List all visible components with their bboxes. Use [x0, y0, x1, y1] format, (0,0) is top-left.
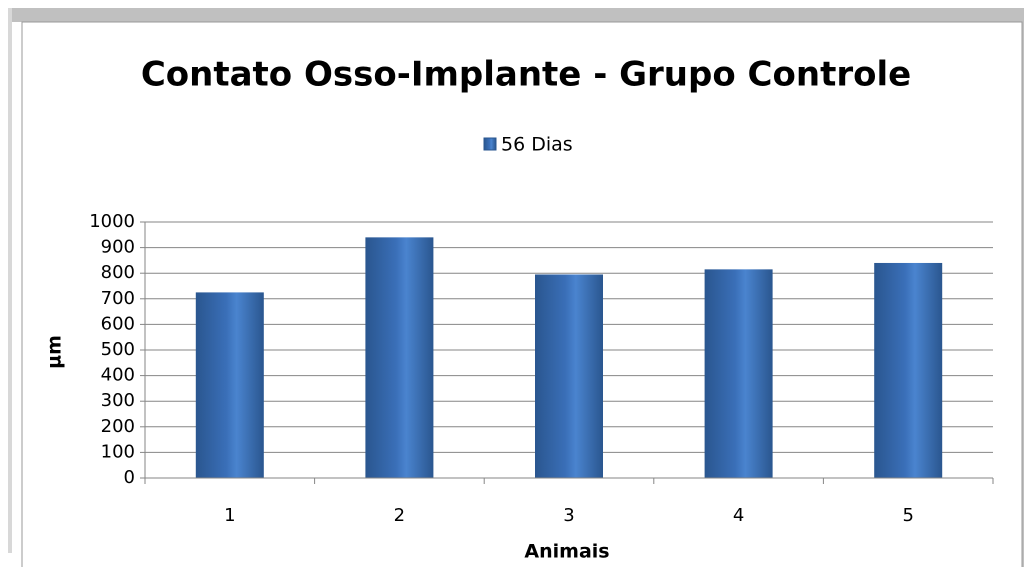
frame-shadow — [8, 8, 12, 553]
y-tick-label: 900 — [101, 237, 135, 258]
y-tick-label: 100 — [101, 441, 135, 462]
bar — [874, 262, 943, 478]
x-tick-label: 3 — [563, 505, 574, 526]
y-tick-label: 200 — [101, 416, 135, 437]
frame-shadow — [10, 8, 1010, 22]
legend-swatch — [483, 137, 497, 151]
x-axis-label: Animais — [524, 541, 609, 563]
y-tick-label: 700 — [101, 288, 135, 309]
bar — [365, 237, 434, 478]
x-tick-label: 1 — [224, 505, 235, 526]
legend-label: 56 Dias — [501, 134, 573, 156]
x-tick-label: 5 — [902, 505, 913, 526]
y-tick-label: 600 — [101, 313, 135, 334]
bar — [535, 274, 603, 478]
x-tick-label: 2 — [394, 505, 405, 526]
bar — [704, 269, 773, 478]
y-axis-label: µm — [44, 335, 66, 369]
y-tick-label: 0 — [124, 467, 135, 488]
y-tick-label: 300 — [101, 390, 135, 411]
y-tick-label: 400 — [101, 365, 135, 386]
y-tick-label: 800 — [101, 262, 135, 283]
x-tick-label: 4 — [733, 505, 744, 526]
chart-area — [21, 21, 1023, 571]
y-tick-label: 1000 — [89, 211, 135, 232]
y-tick-label: 500 — [101, 339, 135, 360]
chart-title: Contato Osso-Implante - Grupo Controle — [141, 55, 911, 95]
bar — [195, 292, 264, 478]
